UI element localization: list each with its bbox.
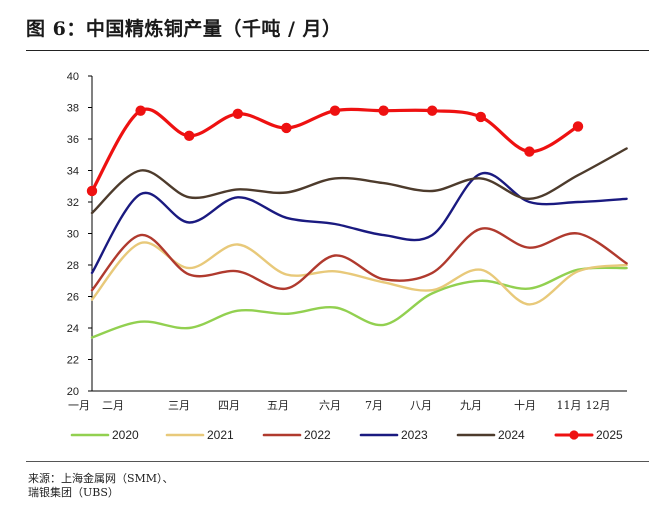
y-tick-label: 36 xyxy=(67,134,79,146)
y-tick-label: 26 xyxy=(67,292,79,304)
series-point-2025 xyxy=(135,105,146,116)
series-point-2025 xyxy=(475,111,486,123)
series-point-2025 xyxy=(572,121,584,132)
legend-label-2025: 2025 xyxy=(596,428,623,442)
title-rule xyxy=(26,50,649,51)
series-point-2025 xyxy=(281,122,292,134)
x-tick-label: 7月 xyxy=(365,399,383,412)
x-tick-label: 十月 xyxy=(514,398,536,412)
x-tick-label: 九月 xyxy=(460,399,482,412)
chart-series xyxy=(86,105,628,339)
legend-marker-2025 xyxy=(569,430,579,440)
legend-label-2020: 2020 xyxy=(112,428,139,442)
series-point-2025 xyxy=(378,105,389,116)
chart-axes: 20 22 24 26 28 30 32 34 36 38 40 一月 二月 三月 四月 五月 六月 7月 八月 九月… xyxy=(67,71,627,412)
y-tick-label: 22 xyxy=(67,355,79,367)
y-tick-label: 32 xyxy=(67,197,79,209)
x-tick-label: 五月 xyxy=(267,399,289,412)
legend-label-2023: 2023 xyxy=(401,428,428,442)
x-tick-label: 12月 xyxy=(586,399,611,412)
x-tick-label: 二月 xyxy=(102,399,124,412)
series-point-2025 xyxy=(184,130,195,142)
legend-label-2022: 2022 xyxy=(304,428,331,442)
footer-rule xyxy=(26,461,649,462)
series-line-2023 xyxy=(90,171,628,275)
x-tick-label: 六月 xyxy=(319,399,341,412)
y-tick-label: 28 xyxy=(67,260,79,272)
source-line-2: 瑞银集团（UBS） xyxy=(28,486,119,499)
series-point-2025 xyxy=(524,146,535,157)
x-tick-label: 三月 xyxy=(168,399,190,412)
figure-title: 图 6：中国精炼铜产量（千吨 / 月） xyxy=(26,18,342,40)
x-tick-label: 一月 xyxy=(68,399,90,412)
source-line-1: 来源：上海金属网（SMM）、 xyxy=(28,472,174,485)
legend-label-2021: 2021 xyxy=(207,428,234,442)
chart-legend: 2020 2021 2022 2023 2024 2025 xyxy=(70,428,623,442)
y-tick-label: 20 xyxy=(67,386,79,398)
y-tick-label: 34 xyxy=(67,166,79,178)
series-line-2021 xyxy=(90,241,628,306)
legend-label-2024: 2024 xyxy=(498,428,525,442)
series-point-2025 xyxy=(329,105,341,116)
y-tick-label: 24 xyxy=(67,323,79,335)
series-line-2024 xyxy=(90,147,628,215)
series-point-2025 xyxy=(427,105,438,116)
x-tick-label: 八月 xyxy=(410,399,432,412)
series-line-2020 xyxy=(90,266,628,339)
series-point-2025 xyxy=(232,108,243,120)
y-tick-label: 38 xyxy=(67,103,79,115)
source-note: 来源：上海金属网（SMM）、 瑞银集团（UBS） xyxy=(28,472,174,500)
series-point-2025 xyxy=(86,185,98,197)
y-tick-label: 30 xyxy=(67,229,79,241)
series-line-2022 xyxy=(90,227,628,292)
y-tick-label: 40 xyxy=(67,71,79,83)
x-tick-label: 11月 xyxy=(557,399,582,412)
x-tick-label: 四月 xyxy=(218,399,240,412)
